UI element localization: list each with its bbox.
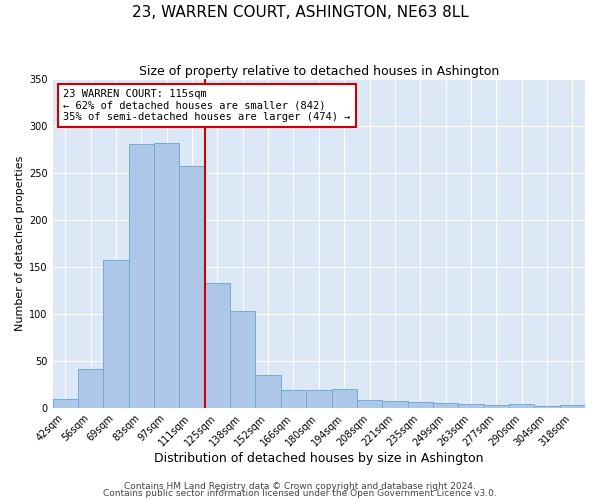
Bar: [382, 402, 407, 408]
X-axis label: Distribution of detached houses by size in Ashington: Distribution of detached houses by size …: [154, 452, 484, 465]
Y-axis label: Number of detached properties: Number of detached properties: [15, 156, 25, 332]
Bar: [509, 404, 535, 408]
Text: Contains HM Land Registry data © Crown copyright and database right 2024.: Contains HM Land Registry data © Crown c…: [124, 482, 476, 491]
Text: Contains public sector information licensed under the Open Government Licence v3: Contains public sector information licen…: [103, 490, 497, 498]
Bar: [53, 398, 78, 408]
Bar: [78, 370, 103, 408]
Bar: [154, 143, 179, 408]
Text: 23, WARREN COURT, ASHINGTON, NE63 8LL: 23, WARREN COURT, ASHINGTON, NE63 8LL: [131, 5, 469, 20]
Title: Size of property relative to detached houses in Ashington: Size of property relative to detached ho…: [139, 65, 499, 78]
Bar: [256, 375, 281, 408]
Bar: [332, 389, 357, 408]
Bar: [433, 404, 458, 408]
Bar: [484, 405, 509, 408]
Bar: [535, 406, 560, 408]
Bar: [458, 404, 484, 408]
Text: 23 WARREN COURT: 115sqm
← 62% of detached houses are smaller (842)
35% of semi-d: 23 WARREN COURT: 115sqm ← 62% of detache…: [63, 89, 351, 122]
Bar: [407, 402, 433, 408]
Bar: [357, 400, 382, 408]
Bar: [230, 311, 256, 408]
Bar: [281, 390, 306, 408]
Bar: [103, 260, 129, 408]
Bar: [205, 283, 230, 408]
Bar: [306, 390, 332, 408]
Bar: [179, 166, 205, 408]
Bar: [129, 144, 154, 408]
Bar: [560, 405, 585, 408]
